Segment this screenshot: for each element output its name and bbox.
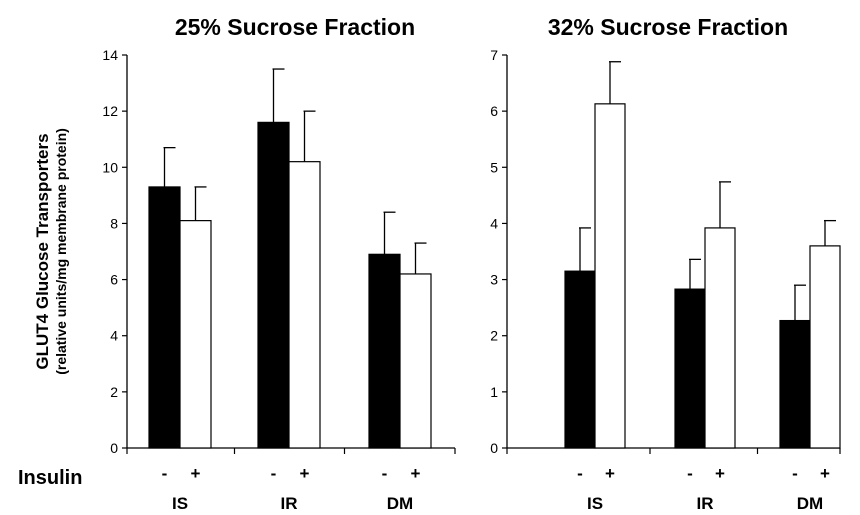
y-tick-label: 6 [110,272,118,288]
y-tick-label: 3 [490,272,498,288]
group-label: IS [172,494,188,513]
y-tick-label: 0 [490,440,498,456]
y-tick-label: 8 [110,215,118,231]
group-label: IS [587,494,603,513]
y-tick-label: 1 [490,384,498,400]
bar-is-plus [179,220,212,449]
y-tick-label: 6 [490,103,498,119]
group-label: DM [797,494,823,513]
insulin-sign-label: + [411,464,421,483]
y-axis-sublabel: (relative units/mg membrane protein) [53,128,69,375]
insulin-sign-label: - [687,464,693,483]
insulin-sign-label: - [792,464,798,483]
y-tick-label: 4 [110,328,118,344]
chart-title: 25% Sucrose Fraction [175,14,415,40]
bar-dm-minus [368,253,401,449]
insulin-sign-label: - [271,464,277,483]
bar-ir-minus [257,121,290,449]
y-tick-label: 0 [110,440,118,456]
y-tick-label: 5 [490,159,498,175]
bar-is-minus [564,270,596,449]
y-tick-label: 4 [490,215,498,231]
y-axis-label: GLUT4 Glucose Transporters [33,133,52,369]
y-tick-label: 14 [102,47,118,63]
y-tick-label: 10 [102,159,118,175]
insulin-row-label: Insulin [18,467,82,489]
insulin-sign-label: + [820,464,830,483]
insulin-sign-label: - [162,464,168,483]
bar-is-plus [594,103,626,449]
bar-ir-minus [674,288,706,449]
bar-is-minus [148,186,181,449]
bar-dm-plus [809,245,841,449]
y-tick-label: 12 [102,103,118,119]
y-tick-label: 7 [490,47,498,63]
bar-dm-plus [399,273,432,449]
bar-dm-minus [779,319,811,449]
group-label: IR [697,494,714,513]
insulin-sign-label: + [300,464,310,483]
chart-title: 32% Sucrose Fraction [548,14,788,40]
insulin-sign-label: - [382,464,388,483]
bar-ir-plus [704,227,736,449]
insulin-sign-label: - [577,464,583,483]
group-label: IR [281,494,298,513]
insulin-sign-label: + [191,464,201,483]
y-tick-label: 2 [110,384,118,400]
group-label: DM [387,494,413,513]
insulin-sign-label: + [605,464,615,483]
insulin-sign-label: + [715,464,725,483]
y-tick-label: 2 [490,328,498,344]
bar-ir-plus [288,161,321,449]
